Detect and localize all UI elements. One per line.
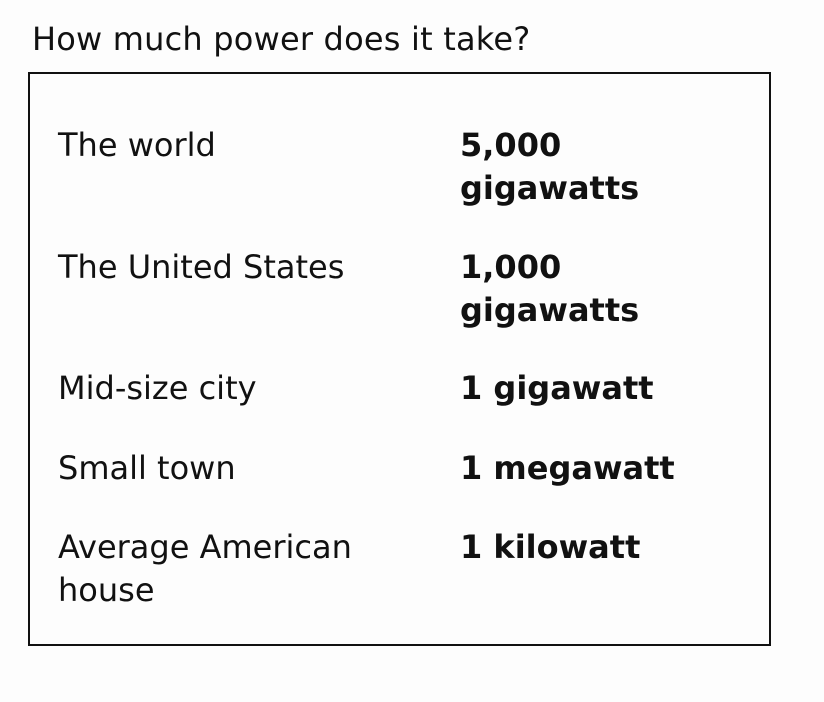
row-value: 5,000 gigawatts <box>460 126 640 207</box>
page-title: How much power does it take? <box>32 20 531 58</box>
row-label: Small town <box>58 449 236 487</box>
power-table: The world 5,000 gigawatts The United Sta… <box>28 72 771 646</box>
row-label: The world <box>58 126 216 164</box>
row-label: Mid-size city <box>58 369 257 407</box>
row-label: Average American house <box>58 528 352 609</box>
row-value: 1 kilowatt <box>460 528 641 566</box>
row-value: 1 megawatt <box>460 449 675 487</box>
row-value: 1,000 gigawatts <box>460 248 640 329</box>
row-value: 1 gigawatt <box>460 369 654 407</box>
row-label: The United States <box>58 248 345 286</box>
